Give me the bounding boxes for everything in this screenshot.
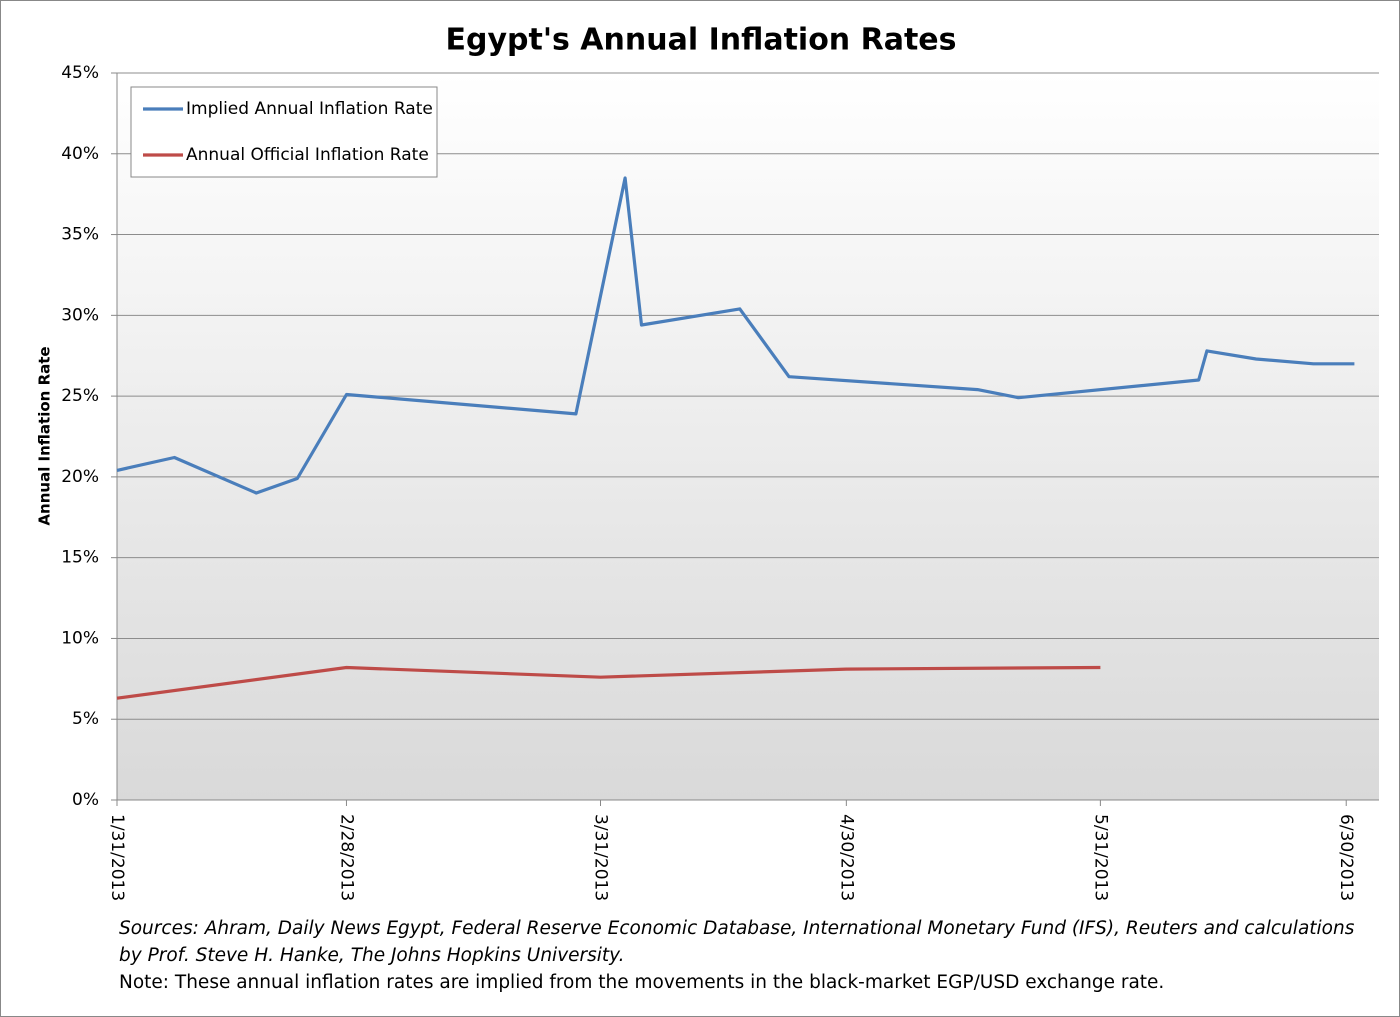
notes: Sources: Ahram, Daily News Egypt, Federa… [119, 915, 1379, 996]
chart-title: Egypt's Annual Inflation Rates [445, 23, 956, 58]
y-axis-label: Annual Inflation Rate [36, 346, 54, 525]
chart: Egypt's Annual Inflation Rates Annual In… [36, 23, 1379, 901]
x-tick-label: 6/30/2013 [1336, 814, 1356, 901]
y-tick-label: 20% [61, 467, 99, 487]
y-tick-label: 25% [61, 386, 99, 406]
legend-label: Implied Annual Inflation Rate [186, 99, 433, 119]
y-tick-label: 15% [61, 548, 99, 568]
note: Note: These annual inflation rates are i… [119, 972, 1165, 993]
y-tick-label: 10% [61, 628, 99, 648]
legend-label: Annual Official Inflation Rate [186, 145, 429, 165]
x-tick-label: 3/31/2013 [590, 814, 610, 901]
x-tick-label: 5/31/2013 [1090, 814, 1110, 901]
x-tick-label: 1/31/2013 [107, 814, 127, 901]
source-note: Sources: Ahram, Daily News Egypt, Federa… [119, 918, 1355, 966]
y-tick-label: 45% [61, 63, 99, 83]
y-tick-label: 0% [72, 790, 99, 810]
series-line [116, 665, 1101, 700]
x-tick-label: 4/30/2013 [836, 814, 856, 901]
y-tick-label: 5% [72, 709, 99, 729]
y-tick-label: 30% [61, 305, 99, 325]
y-tick-label: 35% [61, 225, 99, 245]
legend-box [130, 86, 438, 178]
x-tick-label: 2/28/2013 [336, 814, 356, 901]
y-tick-label: 40% [61, 144, 99, 164]
plot-area [117, 73, 1379, 800]
series-line [116, 176, 1355, 495]
